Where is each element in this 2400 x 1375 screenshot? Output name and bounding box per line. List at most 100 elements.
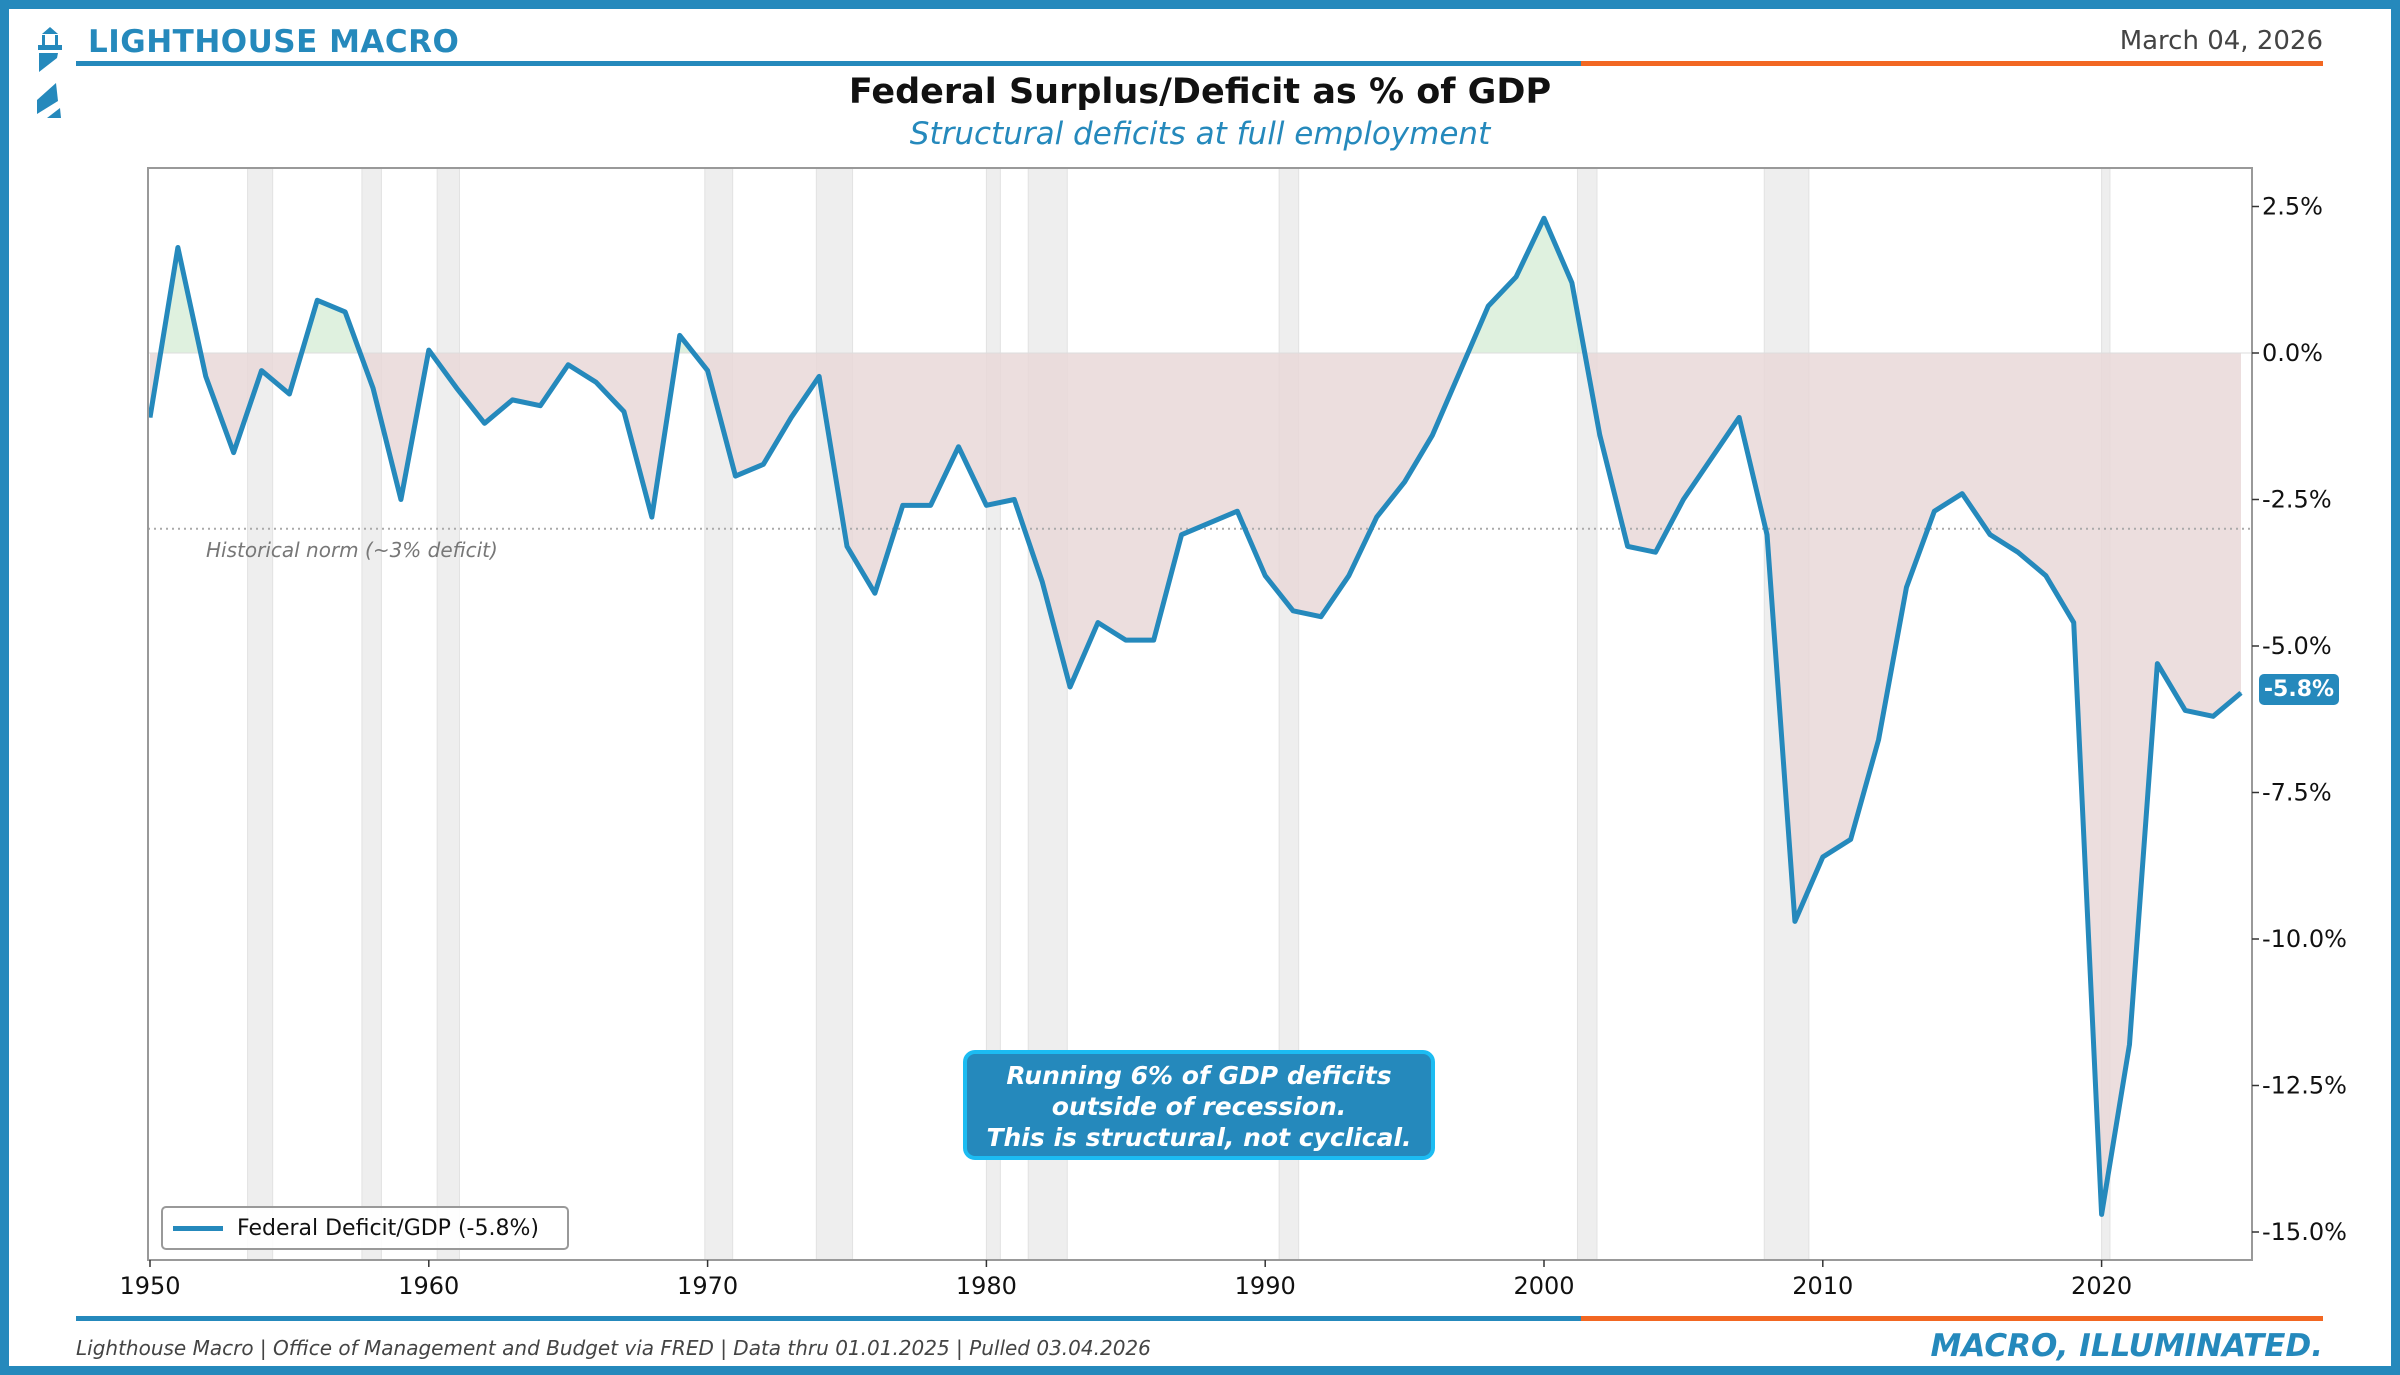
data-point	[149, 416, 151, 418]
data-point	[1989, 534, 1991, 536]
data-point	[233, 452, 235, 454]
data-point	[1682, 499, 1684, 500]
plot-border	[147, 167, 2253, 1261]
historical-norm-label: Historical norm (~3% deficit)	[206, 538, 498, 562]
data-point	[1320, 616, 1322, 618]
y-tick-label: -2.5%	[2262, 486, 2332, 514]
report-date: March 04, 2026	[2119, 26, 2323, 56]
data-point	[316, 299, 318, 301]
data-point	[1794, 920, 1796, 922]
data-point	[1459, 370, 1461, 372]
data-point	[679, 334, 681, 336]
data-point	[2156, 663, 2158, 665]
chart-legend: Federal Deficit/GDP (-5.8%)	[161, 1206, 569, 1250]
data-point	[1013, 499, 1015, 500]
data-point	[595, 381, 597, 383]
legend-swatch	[173, 1225, 223, 1231]
last-value-badge: -5.8%	[2259, 674, 2339, 705]
data-point	[1850, 838, 1852, 840]
data-point	[177, 247, 179, 249]
x-tick-label: 1970	[677, 1272, 738, 1300]
data-point	[400, 499, 402, 500]
chart-title: Federal Surplus/Deficit as % of GDP	[848, 72, 1552, 112]
data-point	[762, 463, 764, 465]
data-point	[707, 370, 709, 372]
data-point	[1961, 493, 1963, 495]
data-point	[1236, 510, 1238, 512]
data-point	[1599, 434, 1601, 436]
brand-name: LIGHTHOUSE MACRO	[88, 24, 460, 60]
x-tick-label: 1960	[398, 1272, 459, 1300]
y-tick-label: -5.0%	[2262, 632, 2332, 660]
footer-tagline: MACRO, ILLUMINATED.	[1930, 1328, 2323, 1364]
y-tick-label: 2.5%	[2262, 193, 2323, 221]
data-point	[1041, 581, 1043, 583]
data-point	[1069, 686, 1071, 688]
data-point	[1933, 510, 1935, 512]
data-point	[2045, 575, 2047, 577]
data-point	[1487, 305, 1489, 307]
data-point	[2184, 709, 2186, 711]
data-point	[1543, 217, 1545, 219]
data-point	[2101, 1213, 2103, 1215]
data-point	[539, 405, 541, 407]
data-point	[1153, 639, 1155, 641]
x-tick-label: 2000	[1513, 1272, 1574, 1300]
x-tick-label: 1980	[956, 1272, 1017, 1300]
y-tick-label: -15.0%	[2262, 1218, 2347, 1246]
footer-source: Lighthouse Macro | Office of Management …	[76, 1336, 1151, 1360]
data-point	[1181, 534, 1183, 536]
data-point	[511, 399, 513, 401]
data-point	[2212, 715, 2214, 717]
data-point	[484, 422, 486, 424]
data-point	[846, 545, 848, 547]
x-tick-label: 1950	[119, 1272, 180, 1300]
deficit-area	[150, 353, 2241, 1215]
data-point	[1655, 551, 1657, 553]
legend-label: Federal Deficit/GDP (-5.8%)	[237, 1215, 539, 1241]
data-point	[1376, 516, 1378, 518]
data-point	[1208, 522, 1210, 524]
y-tick-label: 0.0%	[2262, 339, 2323, 367]
header-rule-blue	[76, 61, 1581, 66]
y-tick-label: -7.5%	[2262, 779, 2332, 807]
recession-band	[436, 167, 460, 1261]
data-point	[818, 375, 820, 377]
data-point	[985, 504, 987, 506]
data-point	[344, 311, 346, 313]
data-point	[902, 504, 904, 506]
header-rule-orange	[1581, 61, 2323, 66]
recession-band	[815, 167, 854, 1261]
data-point	[651, 516, 653, 518]
data-point	[1097, 622, 1099, 624]
data-point	[2017, 551, 2019, 553]
data-point	[1348, 575, 1350, 577]
annotation-line: This is structural, not cyclical.	[986, 1123, 1412, 1152]
recession-band	[704, 167, 734, 1261]
x-tick-label: 2020	[2071, 1272, 2132, 1300]
data-point	[1905, 586, 1907, 588]
data-point	[1822, 856, 1824, 858]
data-point	[1404, 481, 1406, 483]
annotation-line: outside of recession.	[1051, 1092, 1347, 1121]
footer-rule-orange	[1581, 1316, 2323, 1321]
data-point	[958, 446, 960, 448]
data-point	[1738, 416, 1740, 418]
data-point	[1515, 276, 1517, 278]
data-point	[1878, 739, 1880, 741]
data-point	[734, 475, 736, 477]
data-point	[790, 416, 792, 418]
data-point	[2240, 692, 2242, 694]
data-point	[205, 375, 207, 377]
data-point	[372, 387, 374, 389]
recession-band	[247, 167, 274, 1261]
y-tick-label: -12.5%	[2262, 1072, 2347, 1100]
data-point	[623, 411, 625, 413]
data-point	[930, 504, 932, 506]
data-point	[456, 387, 458, 389]
data-point	[2128, 1043, 2130, 1045]
series-group	[148, 215, 2243, 1217]
data-point	[2073, 622, 2075, 624]
y-tick-label: -10.0%	[2262, 925, 2347, 953]
